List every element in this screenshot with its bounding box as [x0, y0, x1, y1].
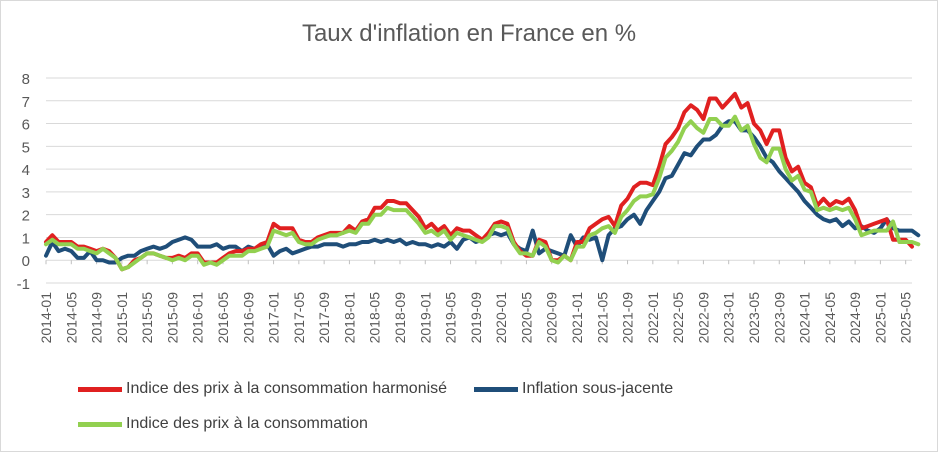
legend-swatch-harmonise: [78, 386, 122, 392]
x-tick-label: 2015-09: [164, 292, 180, 344]
x-tick-label: 2019-01: [417, 292, 433, 344]
x-tick-label: 2025-05: [898, 292, 914, 344]
x-tick-label: 2014-09: [89, 292, 105, 344]
legend-item-harmonise: Indice des prix à la consommation harmon…: [78, 380, 447, 398]
x-tick-label: 2020-09: [544, 292, 560, 344]
x-tick-label: 2022-01: [645, 292, 661, 344]
x-tick-label: 2020-01: [493, 292, 509, 344]
series-line-0: [44, 91, 914, 272]
y-tick-label: -1: [17, 276, 30, 293]
y-tick-label: 3: [22, 185, 30, 202]
x-tick-label: 2016-01: [190, 292, 206, 344]
x-tick-label: 2018-05: [367, 292, 383, 344]
x-tick-label: 2023-05: [746, 292, 762, 344]
x-tick-label: 2019-09: [468, 292, 484, 344]
x-tick-label: 2020-05: [518, 292, 534, 344]
x-tick-label: 2021-05: [594, 292, 610, 344]
x-tick-label: 2022-09: [695, 292, 711, 344]
x-tick-label: 2016-05: [215, 292, 231, 344]
y-tick-label: 1: [22, 230, 30, 247]
x-tick-label: 2024-09: [847, 292, 863, 344]
x-tick-label: 2024-01: [797, 292, 813, 344]
x-tick-label: 2017-05: [291, 292, 307, 344]
y-tick-label: 7: [22, 94, 30, 111]
legend-label-sous-jacente: Inflation sous-jacente: [522, 380, 674, 397]
x-tick-label: 2017-01: [266, 292, 282, 344]
x-tick-label: 2023-09: [771, 292, 787, 344]
y-tick-label: 4: [22, 162, 30, 179]
x-tick-label: 2018-09: [392, 292, 408, 344]
legend-swatch-sous-jacente: [474, 386, 518, 392]
y-tick-label: 2: [22, 208, 30, 225]
x-tick-label: 2023-01: [721, 292, 737, 344]
x-tick-label: 2021-09: [620, 292, 636, 344]
series-line-2: [44, 114, 921, 272]
x-tick-label: 2014-05: [63, 292, 79, 344]
legend-label-ipc: Indice des prix à la consommation: [126, 415, 368, 432]
x-tick-label: 2019-05: [443, 292, 459, 344]
legend-item-sous-jacente: Inflation sous-jacente: [474, 380, 673, 398]
legend-label-harmonise: Indice des prix à la consommation harmon…: [126, 380, 448, 397]
x-tick-label: 2015-01: [114, 292, 130, 344]
x-tick-label: 2017-09: [316, 292, 332, 344]
x-tick-label: 2014-01: [38, 292, 54, 344]
x-tick-label: 2015-05: [139, 292, 155, 344]
y-tick-label: 5: [22, 139, 30, 156]
y-tick-label: 8: [22, 71, 30, 88]
x-tick-label: 2018-01: [341, 292, 357, 344]
x-tick-label: 2025-01: [872, 292, 888, 344]
x-tick-label: 2016-09: [240, 292, 256, 344]
x-tick-label: 2022-05: [670, 292, 686, 344]
legend-swatch-ipc: [78, 421, 122, 427]
x-tick-label: 2024-05: [822, 292, 838, 344]
legend-item-ipc: Indice des prix à la consommation: [78, 415, 368, 433]
y-tick-label: 0: [22, 253, 30, 270]
x-tick-label: 2021-01: [569, 292, 585, 344]
chart-title: Taux d'inflation en France en %: [301, 20, 637, 47]
y-tick-label: 6: [22, 117, 30, 134]
